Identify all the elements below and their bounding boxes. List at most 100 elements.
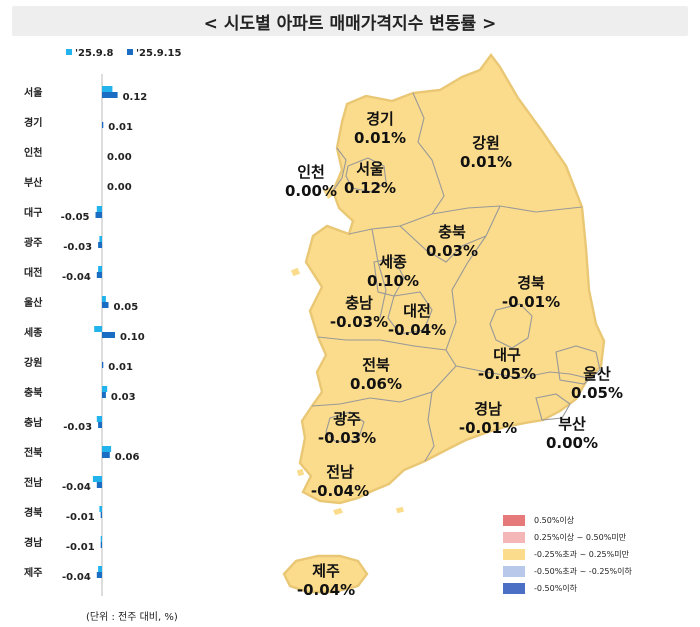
region-name: 전남: [326, 463, 354, 481]
region-value: -0.05%: [477, 365, 537, 383]
border-busan: [535, 393, 571, 421]
map-label-chungbuk: 충북 0.03%: [426, 223, 478, 261]
category-label: 세종: [24, 326, 42, 339]
value-label: 0.05: [114, 302, 139, 313]
bar-chart: 서울 0.12 경기 0.01 인천 0.00 부산 0.00 대구 -0.05 광주 -0.03 대전…: [24, 74, 147, 596]
value-label: -0.01: [66, 512, 95, 523]
border-chungnam-east: [371, 228, 387, 319]
region-value: 0.10%: [366, 272, 420, 290]
value-label: -0.01: [66, 542, 95, 553]
map-legend-swatch: [503, 549, 525, 560]
bar-series1: [94, 326, 102, 332]
region-value: -0.01%: [458, 419, 518, 437]
map-legend-swatch: [503, 532, 525, 543]
border-gyeongbuk-gyeongnam: [455, 365, 597, 381]
value-label: -0.04: [62, 572, 91, 583]
region-name: 대구: [493, 346, 521, 364]
map-label-busan: 부산 0.00%: [546, 415, 598, 453]
bar-series1: [96, 206, 102, 212]
map-islet: [394, 505, 406, 515]
bar-series2: [98, 422, 102, 428]
bar-series2: [102, 92, 118, 98]
border-chungbuk-gyeongbuk: [445, 235, 487, 367]
region-value: 0.03%: [425, 242, 479, 260]
map-label-sejong: 세종 0.10%: [367, 253, 419, 291]
map-legend-label: 0.50%이상: [534, 516, 575, 525]
border-gwangju: [325, 411, 365, 443]
bar-series2: [102, 122, 104, 128]
map-legend-swatch: [503, 515, 525, 526]
category-label: 충남: [24, 416, 43, 429]
map-legend-label: -0.25%초과 ~ 0.25%미만: [534, 550, 629, 559]
value-label: 0.00: [107, 152, 132, 163]
border-chungnam-jeonbuk: [317, 336, 447, 351]
region-name: 전북: [362, 356, 390, 374]
bar-series1: [102, 386, 108, 392]
region-name: 인천: [297, 163, 325, 181]
map-label-gwangju: 광주 -0.03%: [318, 410, 376, 448]
category-label: 경북: [24, 506, 42, 519]
border-ulsan: [555, 345, 601, 385]
map-islet: [289, 266, 302, 278]
map-islet: [295, 467, 306, 478]
bar-series1: [100, 536, 102, 542]
region-name: 광주: [333, 410, 361, 428]
map-label-jeju: 제주 -0.04%: [297, 562, 355, 600]
map-coastline: [298, 52, 606, 505]
category-label: 전북: [24, 446, 42, 459]
map-legend-row: -0.50%초과 ~ -0.25%이하: [503, 563, 632, 580]
category-label: 제주: [24, 566, 42, 579]
region-value: 0.05%: [570, 384, 624, 402]
map-label-incheon: 인천 0.00%: [285, 163, 337, 201]
map-legend-swatch: [503, 583, 525, 594]
category-label: 경남: [24, 536, 43, 549]
region-value: -0.03%: [317, 429, 377, 447]
region-name: 대전: [403, 302, 431, 320]
border-chungbuk: [399, 205, 501, 263]
unit-note: (단위 : 전주 대비, %): [86, 612, 178, 623]
category-label: 부산: [24, 176, 43, 189]
bar-series1: [98, 266, 102, 272]
region-value: -0.04%: [387, 321, 447, 339]
bar-series1: [102, 446, 112, 452]
map-label-daegu: 대구 -0.05%: [478, 346, 536, 384]
region-name: 강원: [472, 134, 500, 152]
region-name: 경남: [474, 400, 502, 418]
region-value: 0.00%: [545, 434, 599, 452]
region-value: 0.06%: [349, 375, 403, 393]
border-jeonbuk-south: [311, 365, 457, 407]
bar-series1: [102, 296, 106, 302]
border-seoul: [345, 157, 387, 193]
region-value: -0.01%: [501, 293, 561, 311]
region-value: 0.00%: [284, 182, 338, 200]
category-label: 전남: [24, 476, 43, 489]
legend-swatch-series2: [127, 49, 133, 55]
value-label: -0.05: [61, 212, 90, 223]
value-label: 0.10: [120, 332, 145, 343]
bar-series2: [102, 362, 104, 368]
legend-item-series1: '25.9.8: [66, 48, 114, 59]
value-label: -0.04: [62, 272, 91, 283]
border-gyeonggi-gangwon: [412, 92, 445, 215]
bar-series2: [95, 212, 102, 218]
bar-series2: [100, 542, 102, 548]
bar-series2: [96, 272, 102, 278]
map-label-gyeongbuk: 경북 -0.01%: [502, 274, 560, 312]
category-label: 대전: [24, 266, 42, 279]
value-label: 0.06: [115, 452, 140, 463]
map-legend-label: -0.50%이하: [534, 584, 578, 593]
map-label-jeonbuk: 전북 0.06%: [350, 356, 402, 394]
bar-series2: [102, 332, 115, 338]
value-label: 0.01: [108, 362, 133, 373]
map-label-gangwon: 강원 0.01%: [460, 134, 512, 172]
value-label: -0.04: [62, 482, 91, 493]
region-value: 0.01%: [459, 153, 513, 171]
region-value: 0.01%: [353, 129, 407, 147]
value-label: -0.03: [63, 242, 92, 253]
bar-series1: [99, 506, 102, 512]
bar-series1: [92, 476, 102, 482]
region-name: 제주: [312, 562, 340, 580]
border-daegu: [489, 303, 533, 349]
chart-title: < 시도별 아파트 매매가격지수 변동률 >: [12, 6, 688, 36]
